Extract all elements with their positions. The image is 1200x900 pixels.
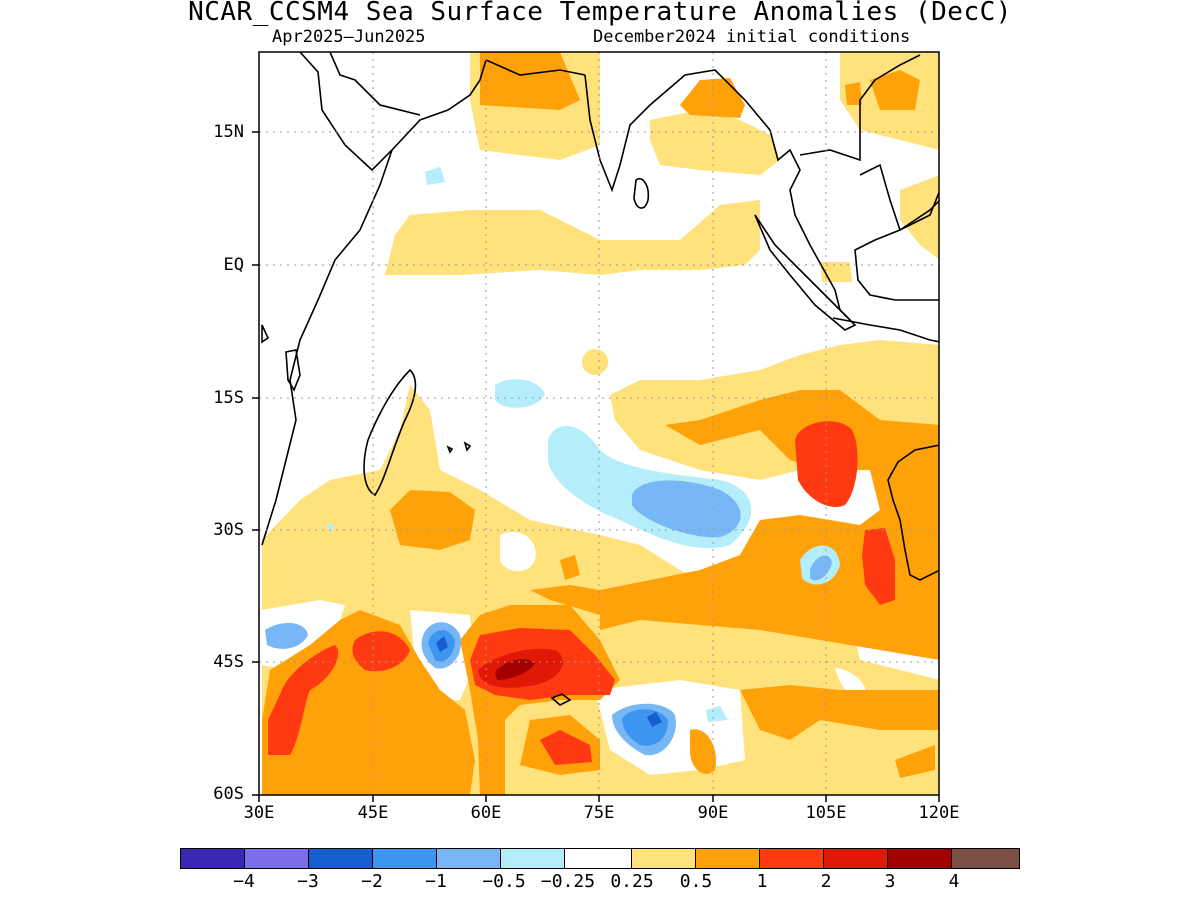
anomaly-field [262,52,939,795]
lon-label-60e: 60E [470,803,502,823]
axis-ticks [252,131,940,802]
colorbar-label: 4 [948,871,960,892]
anomaly-neg3-neg2-fill [436,636,662,727]
colorbar-swatch-2 [308,848,373,869]
initial-conditions: December2024 initial conditions [593,27,911,47]
colorbar-swatch-9 [759,848,824,869]
colorbar-label: −1 [425,871,447,892]
colorbar-swatch-6 [564,848,632,869]
colorbar-label: −2 [361,871,383,892]
lat-label-45s: 45S [213,652,244,672]
colorbar-swatch-4 [436,848,501,869]
colorbar-label: −3 [297,871,319,892]
lat-label-60s: 60S [213,784,244,804]
colorbar-label: 3 [884,871,896,892]
lon-label-90e: 90E [697,803,729,823]
map-frame [258,51,940,796]
colorbar-label: 1 [756,871,768,892]
colorbar-label: −0.5 [482,871,526,892]
colorbar-swatch-11 [887,848,952,869]
colorbar-swatch-12 [951,848,1020,869]
colorbar-swatch-8 [695,848,760,869]
coastlines [261,52,939,706]
colorbar-swatch-7 [631,848,696,869]
colorbar-swatch-0 [180,848,245,869]
colorbar-swatch-1 [244,848,309,869]
colorbar-swatch-3 [372,848,437,869]
colorbar-label: 0.5 [679,871,713,892]
lat-label-30s: 30S [213,520,244,540]
lon-label-75e: 75E [583,803,615,823]
lon-label-105e: 105E [805,803,847,823]
colorbar-label: 2 [820,871,832,892]
anomaly-3-4-fill [495,659,535,680]
colorbar-swatch-5 [500,848,565,869]
lon-label-45e: 45E [357,803,389,823]
gridlines [259,52,939,795]
colorbar-label: −0.25 [540,871,596,892]
colorbar-label: 0.25 [610,871,654,892]
lon-label-30e: 30E [243,803,275,823]
lon-label-120e: 120E [918,803,960,823]
colorbar-swatch-10 [823,848,888,869]
forecast-period: Apr2025–Jun2025 [272,27,426,47]
map-title: NCAR_CCSM4 Sea Surface Temperature Anoma… [188,0,1012,27]
lat-label-15s: 15S [213,388,244,408]
lat-label-eq: EQ [223,255,244,275]
colorbar-label: −4 [233,871,255,892]
lat-label-15n: 15N [213,122,244,142]
